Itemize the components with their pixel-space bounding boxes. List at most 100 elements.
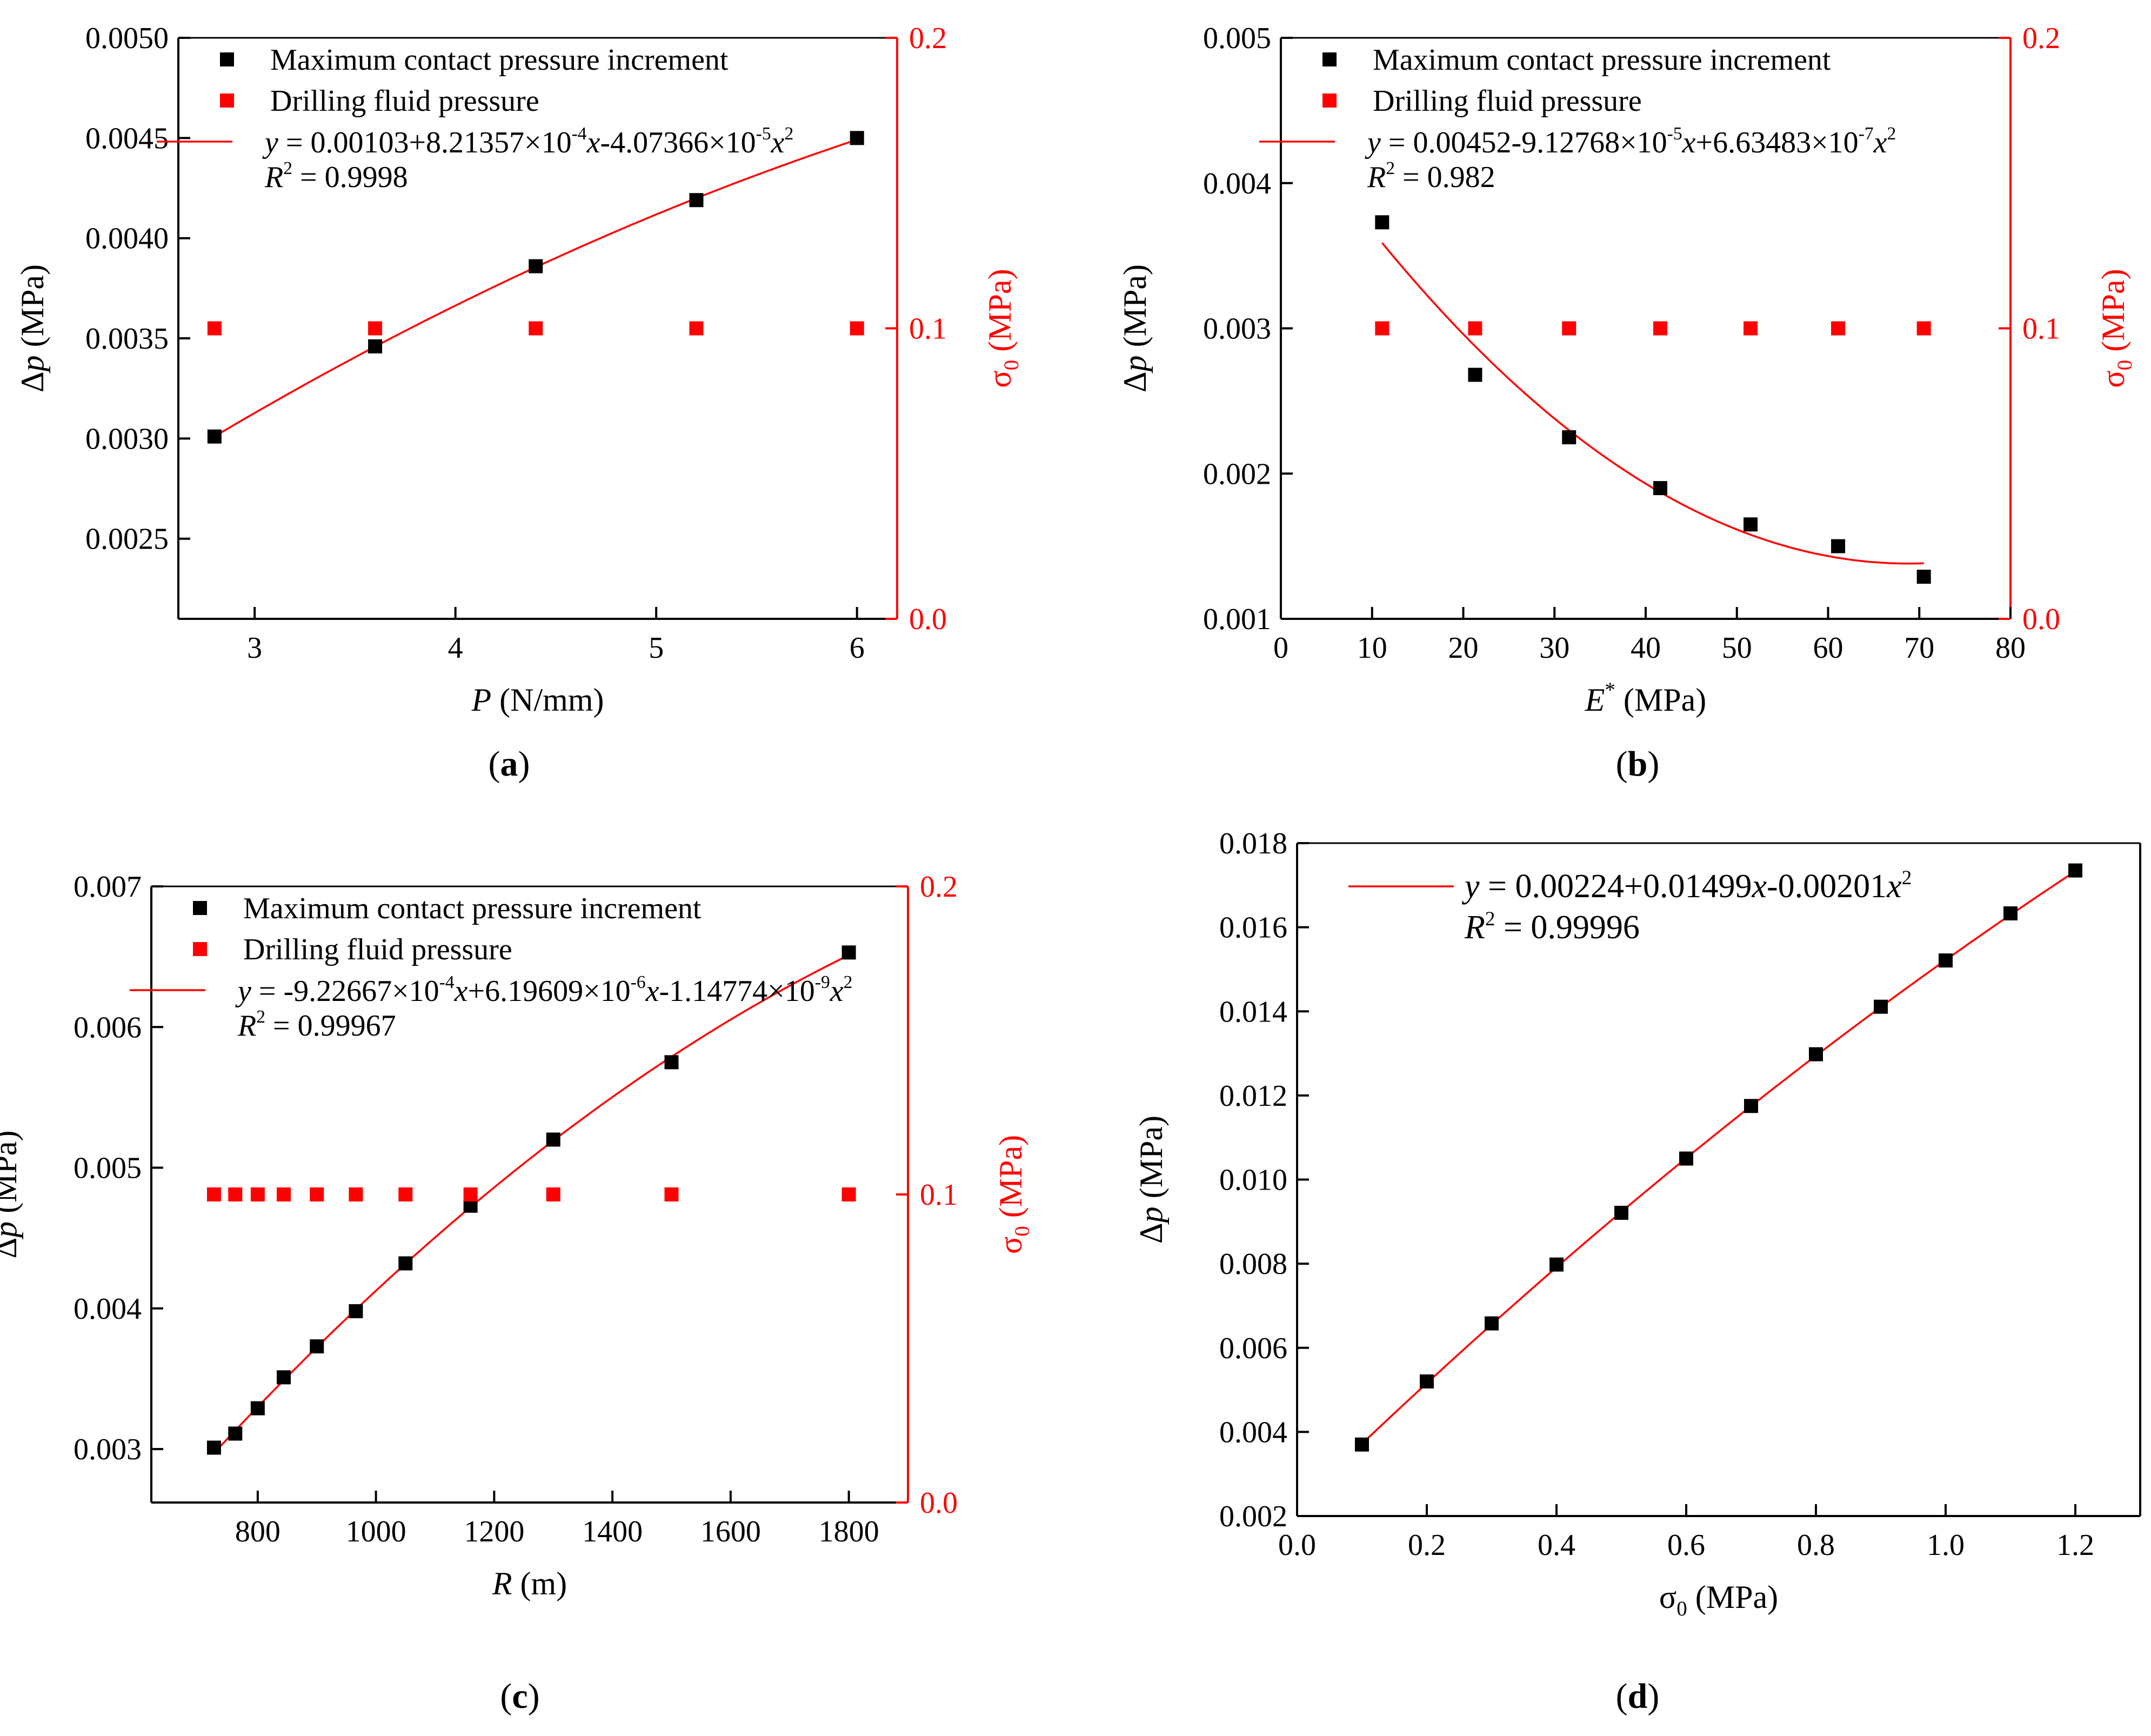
fit-r-squared: R2 = 0.982 [1367,158,1495,194]
x-tick-label: 70 [1904,631,1934,665]
data-point [1916,321,1931,336]
legend-label: Drilling fluid pressure [1373,84,1642,118]
legend-marker [193,942,207,956]
x-tick-label: 0 [1273,631,1288,665]
data-point [2003,906,2018,920]
y-tick-label: 0.0040 [85,222,169,256]
y2-tick-label: 0.1 [909,312,947,346]
data-point [1653,321,1667,336]
x-tick-label: 1400 [582,1515,643,1548]
data-point [368,321,383,336]
y-tick-label: 0.003 [74,1433,142,1466]
y-tick-label: 0.005 [1203,22,1271,55]
legend: Maximum contact pressure increment Drilli… [130,892,852,1043]
y-tick-label: 0.005 [74,1152,142,1185]
x-tick-label: 0.4 [1538,1528,1575,1562]
x-tick-label: 1000 [346,1515,406,1548]
x-tick-label: 1600 [700,1515,761,1548]
chart-panel-a: 3 4 5 6 0.0025 0.0030 0.0035 0.0040 0.0045 0.0050… [15,22,1023,784]
y-tick-label: 0.0050 [85,22,169,55]
data-point [1562,430,1576,445]
data-point [1831,321,1846,336]
y-tick-label: 0.018 [1219,827,1287,860]
legend-marker [1322,94,1337,108]
data-point [207,429,222,444]
data-point [1743,517,1758,532]
fit-curve [1381,242,1924,565]
chart-panel-c: 800 1000 1200 1400 1600 1800 0.003 0.004 0.005 0.… [0,870,1034,1716]
data-point [689,321,704,336]
x-tick-label: 4 [448,631,463,665]
data-point [228,1426,243,1441]
data-point [1468,368,1482,382]
data-point [850,131,864,145]
x-tick-label: 0.2 [1408,1528,1446,1562]
legend-label: Maximum contact pressure increment [1373,43,1831,77]
legend-label: Drilling fluid pressure [243,933,512,966]
data-point [349,1304,363,1319]
legend-marker [1322,52,1337,66]
y-tick-label: 0.004 [1203,167,1271,201]
y-tick-label: 0.012 [1219,1079,1287,1113]
data-point [250,1187,265,1201]
data-point [310,1339,324,1354]
y2-axis-label: σ0 (MPa) [2095,269,2136,388]
fit-equation: y = -9.22667×10-4x+6.19609×10-6x-1.14774… [235,972,852,1008]
x-tick-label: 1.0 [1927,1528,1965,1562]
data-point [1375,321,1390,336]
fit-r-squared: R2 = 0.99996 [1464,908,1640,946]
x-tick-label: 0.6 [1667,1528,1705,1562]
data-point [1614,1205,1628,1220]
y-tick-label: 0.002 [1203,457,1271,491]
y-tick-label: 0.016 [1219,911,1287,945]
series-drilling-fluid-pressure [207,321,864,336]
y-axis-label: Δp (MPa) [1133,1116,1169,1244]
data-point [250,1401,265,1415]
data-point [398,1256,413,1271]
x-tick-label: 60 [1813,631,1843,665]
data-point [349,1187,363,1201]
data-point [1355,1437,1369,1452]
fit-equation: y = 0.00224+0.01499x-0.00201x2 [1461,867,1912,905]
data-point [841,1187,856,1201]
x-tick-label: 1200 [464,1515,524,1548]
y-tick-label: 0.004 [74,1292,142,1326]
data-point [546,1132,560,1147]
panel-caption: (d) [1616,1677,1660,1716]
y2-tick-label: 0.1 [2022,312,2060,346]
y-axis-label: Δp (MPa) [15,264,50,392]
legend: Maximum contact pressure increment Drilli… [1259,43,1896,194]
panel-caption: (c) [500,1677,539,1716]
y2-axis-label: σ0 (MPa) [982,269,1023,388]
x-tick-label: 0.8 [1797,1528,1835,1562]
chart-panel-b: 0 10 20 30 40 50 60 70 80 0.001 0.002 0.003 0.004 0.0… [1117,22,2136,784]
fit-equation: y = 0.00452-9.12768×10-5x+6.63483×10-7x2 [1365,124,1896,159]
panel-caption: (b) [1616,744,1660,784]
data-point [1653,481,1667,496]
data-point [207,321,222,336]
x-tick-label: 5 [649,631,664,665]
y-tick-label: 0.010 [1219,1164,1287,1197]
legend-marker [220,94,234,108]
x-tick-label: 80 [1995,631,2026,665]
data-point [1562,321,1576,336]
data-point [529,259,543,273]
legend-label: Drilling fluid pressure [270,84,539,118]
series-drilling-fluid-pressure [1375,321,1931,336]
data-point [1468,321,1482,336]
fit-r-squared: R2 = 0.9998 [264,158,408,194]
x-tick-label: 20 [1448,631,1479,665]
data-point [277,1370,291,1385]
x-tick-label: 1800 [819,1515,879,1548]
y2-axis-label: σ0 (MPa) [993,1135,1034,1254]
data-point [228,1187,243,1201]
x-tick-label: 0.0 [1278,1528,1316,1562]
series-drilling-fluid-pressure [206,1187,856,1201]
legend-marker [193,901,207,915]
data-point [1916,570,1931,584]
data-point [1831,539,1846,553]
y-tick-label: 0.0045 [85,122,169,155]
x-axis-label: σ0 (MPa) [1659,1579,1778,1620]
